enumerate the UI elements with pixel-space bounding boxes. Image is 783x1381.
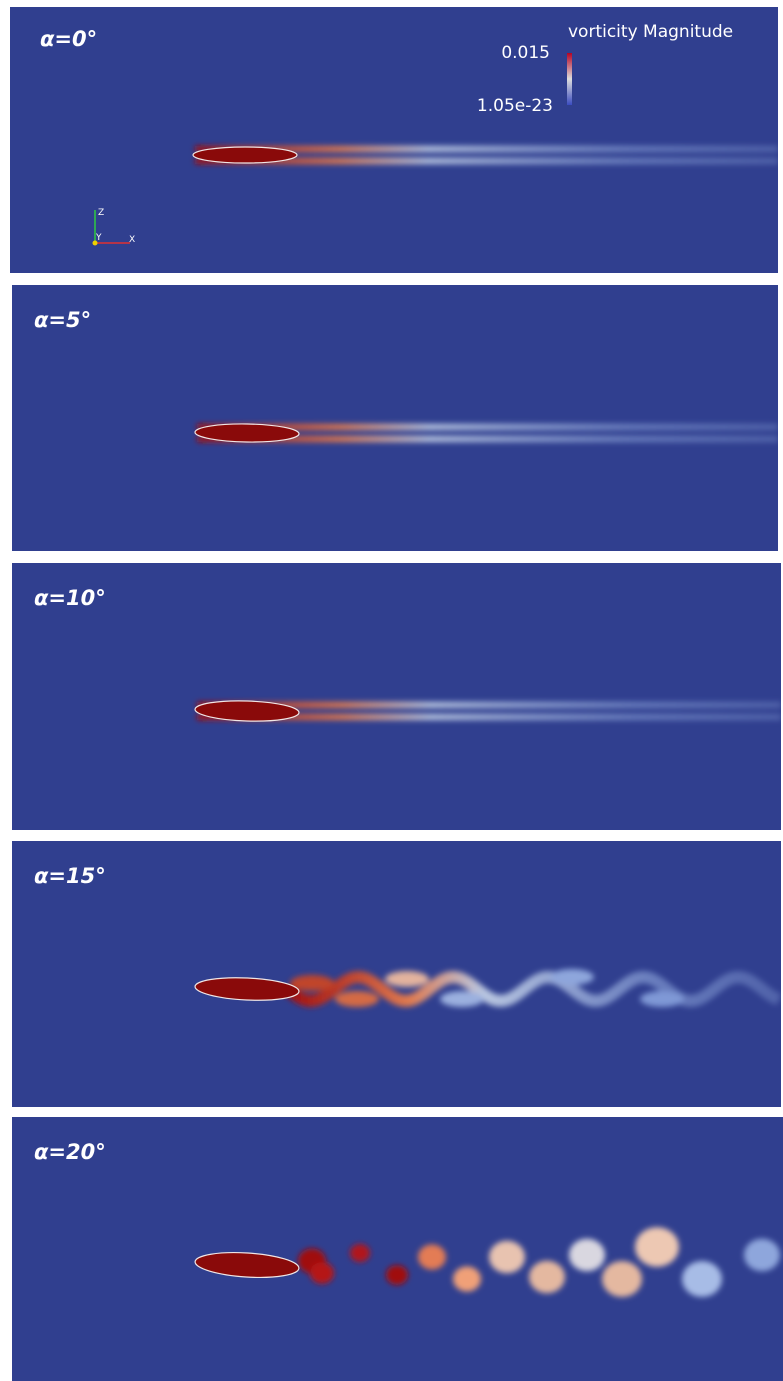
angle-label: α=5° — [34, 308, 91, 332]
angle-label: α=10° — [34, 586, 106, 610]
panel: α=10° — [12, 563, 781, 830]
vortex — [453, 1266, 481, 1291]
background — [12, 285, 778, 551]
vortex — [602, 1261, 642, 1297]
angle-label: α=15° — [34, 864, 106, 888]
vortex — [440, 991, 484, 1007]
colorbar — [567, 53, 572, 105]
background — [12, 563, 781, 830]
vortex — [335, 991, 379, 1007]
vortex — [385, 971, 429, 987]
airfoil — [193, 147, 297, 163]
vortex — [418, 1244, 446, 1269]
vortex — [569, 1239, 605, 1271]
angle-label: α=20° — [34, 1140, 106, 1164]
panel: α=5° — [12, 285, 778, 551]
colorbar-min: 1.05e-23 — [477, 96, 553, 116]
vortex — [744, 1239, 780, 1271]
vortex — [550, 969, 594, 985]
vortex — [635, 1227, 679, 1267]
vortex — [682, 1261, 722, 1297]
vortex — [640, 991, 684, 1007]
panel: α=15° — [12, 841, 781, 1107]
colorbar-title: vorticity Magnitude — [568, 22, 733, 42]
axis-z-label: Z — [98, 208, 104, 218]
angle-label: α=0° — [40, 27, 97, 51]
vortex — [310, 1262, 334, 1284]
panel: α=0° vorticity Magnitude 0.015 1.05e-23 Z Y X — [10, 7, 778, 273]
colorbar-max: 0.015 — [501, 43, 550, 63]
axis-y-label: Y — [95, 233, 102, 243]
vortex — [350, 1244, 370, 1262]
background — [10, 7, 778, 273]
vortex — [489, 1241, 525, 1273]
vortex — [386, 1265, 408, 1285]
axis-x-label: X — [129, 235, 135, 245]
page: α=0° vorticity Magnitude 0.015 1.05e-23 Z Y Xα… — [0, 0, 783, 1381]
panel: α=20° — [12, 1117, 783, 1381]
vortex — [529, 1261, 565, 1293]
